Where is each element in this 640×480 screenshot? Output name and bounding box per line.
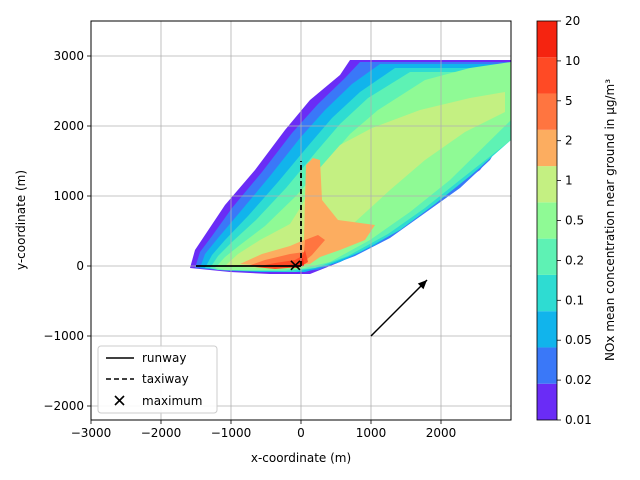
- colorbar-tick-label: 1: [565, 174, 573, 188]
- colorbar-band: [537, 129, 557, 167]
- y-axis-label: y-coordinate (m): [14, 170, 28, 270]
- colorbar-tick-label: 0.2: [565, 253, 584, 267]
- y-tick-label: 0: [76, 259, 84, 273]
- legend-runway-label: runway: [142, 351, 186, 365]
- colorbar-band: [537, 166, 557, 203]
- legend: runway taxiway maximum: [97, 345, 218, 414]
- colorbar-band: [537, 21, 557, 58]
- contour-level-1: [225, 92, 505, 268]
- colorbar-band: [537, 57, 557, 94]
- contour-level-2: [240, 158, 375, 267]
- y-tick-label: 1000: [53, 189, 84, 203]
- colorbar-tick-label: 0.5: [565, 214, 584, 228]
- colorbar-tick-label: 5: [565, 94, 573, 108]
- wind-arrow-head: [417, 280, 427, 290]
- y-tick-label: 2000: [53, 119, 84, 133]
- x-axis-ticks: −3000 −2000 −1000 0 1000 2000: [71, 420, 457, 440]
- x-tick-label: 1000: [356, 426, 387, 440]
- colorbar-band: [537, 238, 557, 275]
- colorbar: 0.01 0.02 0.05 0.1 0.2 0.5 1 2 5 10 20: [536, 14, 592, 427]
- colorbar-band: [537, 202, 557, 239]
- legend-maximum-label: maximum: [142, 394, 202, 408]
- colorbar-tick-label: 0.02: [565, 373, 592, 387]
- maximum-marker-stroke: [290, 260, 301, 271]
- y-tick-label: 3000: [53, 49, 84, 63]
- colorbar-band: [537, 347, 557, 384]
- colorbar-tick-label: 2: [565, 134, 573, 148]
- x-tick-label: −2000: [141, 426, 182, 440]
- colorbar-tick-label: 10: [565, 54, 580, 68]
- y-axis-ticks: −2000 −1000 0 1000 2000 3000: [43, 49, 91, 413]
- colorbar-tick-label: 0.1: [565, 293, 584, 307]
- maximum-marker: [290, 260, 301, 271]
- x-axis-label: x-coordinate (m): [251, 451, 351, 465]
- colorbar-band: [537, 383, 557, 420]
- legend-box: [97, 345, 218, 414]
- y-tick-label: −2000: [43, 399, 84, 413]
- colorbar-band: [537, 274, 557, 312]
- concentration-plume: [190, 60, 511, 274]
- colorbar-tick-label: 20: [565, 14, 580, 28]
- y-tick-label: −1000: [43, 329, 84, 343]
- overlays: [196, 161, 428, 337]
- x-tick-label: 0: [297, 426, 305, 440]
- wind-arrow: [370, 279, 428, 337]
- colorbar-label: NOx mean concentration near ground in µg…: [603, 79, 617, 361]
- x-tick-label: 2000: [426, 426, 457, 440]
- colorbar-tick-label: 0.01: [565, 413, 592, 427]
- legend-maximum-swatch: [114, 395, 125, 406]
- colorbar-band: [537, 311, 557, 348]
- colorbar-band: [537, 93, 557, 130]
- x-tick-label: −1000: [211, 426, 252, 440]
- x-tick-label: −3000: [71, 426, 112, 440]
- wind-arrow-shaft: [370, 279, 428, 337]
- colorbar-tick-label: 0.05: [565, 333, 592, 347]
- legend-taxiway-label: taxiway: [142, 372, 189, 386]
